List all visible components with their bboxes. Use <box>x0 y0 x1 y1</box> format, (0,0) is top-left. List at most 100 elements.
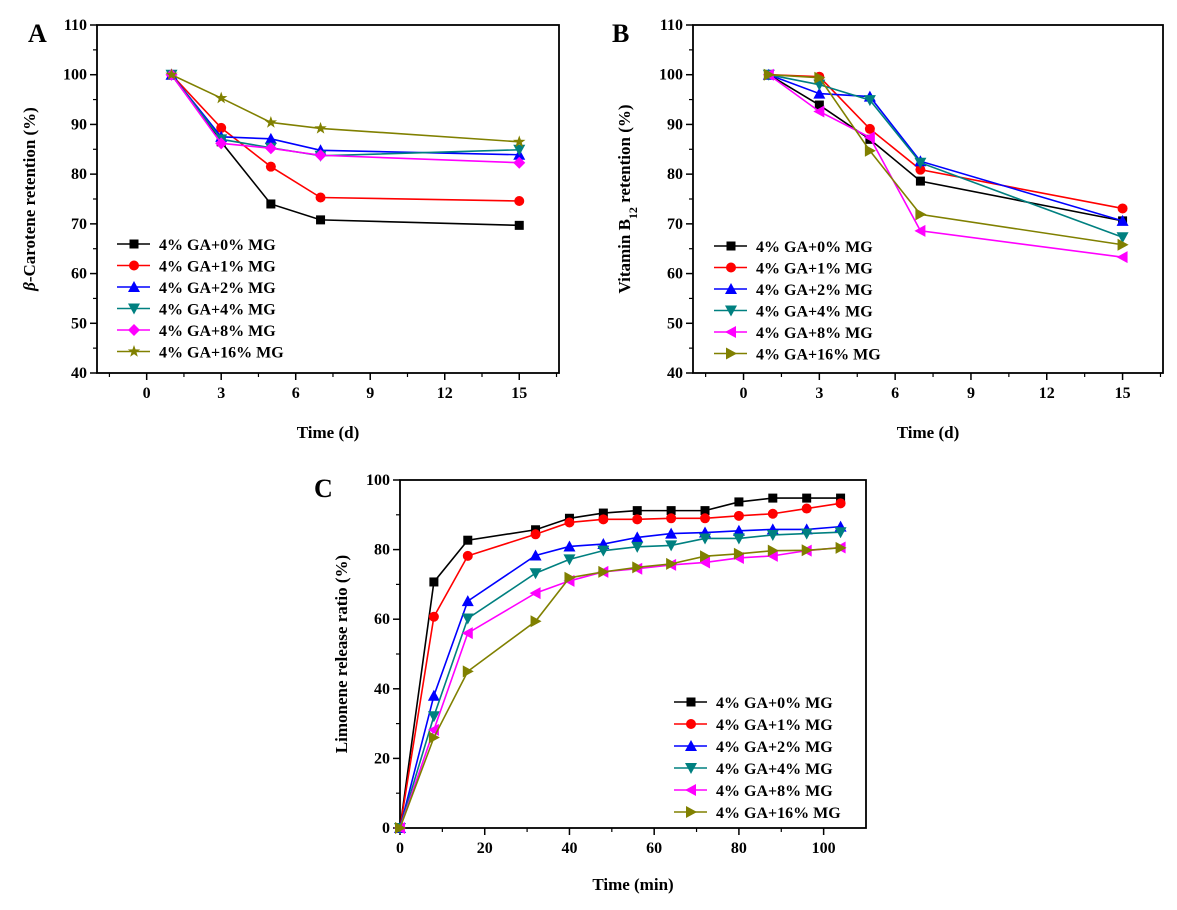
data-point <box>767 544 779 557</box>
data-point <box>732 524 745 536</box>
data-point <box>632 506 642 516</box>
x-tick-label: 6 <box>891 385 899 402</box>
data-point <box>632 561 644 574</box>
x-axis-label: Time (d) <box>297 423 360 442</box>
y-tick-label: 90 <box>71 116 87 133</box>
y-axis-label-part: retention (%) <box>615 104 634 207</box>
y-tick-label: 110 <box>64 17 87 34</box>
x-tick-label: 20 <box>477 840 493 857</box>
legend-marker <box>128 281 140 292</box>
x-axis-label: Time (d) <box>897 423 960 442</box>
x-tick-label: 12 <box>1039 385 1055 402</box>
series-0: 4% GA+0% MG <box>395 493 846 833</box>
data-point <box>395 822 406 834</box>
series-4: 4% GA+8% MG <box>117 68 526 340</box>
data-point <box>598 508 608 518</box>
legend-label: 4% GA+0% MG <box>716 695 833 712</box>
y-tick-label: 110 <box>660 17 683 34</box>
plot-frame <box>692 24 1164 374</box>
plot-frame <box>96 24 560 374</box>
legend-marker <box>725 326 736 338</box>
data-point <box>461 613 474 625</box>
data-point <box>864 123 875 134</box>
legend-marker <box>128 324 140 336</box>
data-point <box>165 68 178 80</box>
y-tick-label: 40 <box>71 365 87 382</box>
data-point <box>1116 214 1129 226</box>
legend-marker <box>725 283 737 294</box>
series-1: 4% GA+1% MG <box>117 69 525 276</box>
y-axis-label-part: Limonene release ratio (%) <box>332 555 351 753</box>
legend-marker <box>127 345 141 357</box>
data-point <box>264 142 277 155</box>
legend-label: 4% GA+16% MG <box>159 345 284 362</box>
panel-b: B 40 50 60 70 80 90 100 110 0 3 6 9 12 15 Time (d) Vitam… <box>612 17 1164 442</box>
data-point <box>1116 251 1128 264</box>
data-point <box>514 220 524 230</box>
data-point <box>699 556 711 569</box>
legend-label: 4% GA+1% MG <box>716 717 833 734</box>
legend-label: 4% GA+4% MG <box>716 761 833 778</box>
data-point <box>834 527 847 539</box>
y-axis-label: Vitamin B12 retention (%) <box>615 104 640 293</box>
series-line <box>170 74 520 164</box>
y-tick-label: 40 <box>374 681 390 698</box>
y-tick-label: 0 <box>382 820 390 837</box>
x-tick-label: 12 <box>437 385 453 402</box>
data-point <box>428 731 440 744</box>
data-point <box>700 513 711 524</box>
y-axis-label: β-Carotene retention (%) <box>20 107 39 292</box>
data-point <box>1116 232 1129 244</box>
data-point <box>631 531 644 543</box>
x-tick-label: 15 <box>511 385 527 402</box>
panel-label: A <box>28 19 47 48</box>
series-0: 4% GA+0% MG <box>117 70 524 254</box>
y-axis-label-part: 12 <box>626 207 640 219</box>
x-tick-label: 100 <box>812 840 836 857</box>
legend-marker <box>726 241 736 251</box>
x-tick-label: 60 <box>646 840 662 857</box>
data-point <box>767 508 778 519</box>
data-point <box>768 493 778 503</box>
data-point <box>462 550 473 561</box>
legend-marker <box>726 347 737 360</box>
data-point <box>863 131 875 144</box>
data-point <box>814 100 824 110</box>
data-point <box>264 132 277 144</box>
series-4: 4% GA+8% MG <box>714 68 1128 342</box>
data-point <box>216 122 227 133</box>
legend-label: 4% GA+8% MG <box>159 323 276 340</box>
data-point <box>597 545 610 557</box>
legend-marker <box>685 784 696 796</box>
data-point <box>564 517 575 528</box>
data-point <box>914 224 926 237</box>
x-tick-label: 9 <box>967 385 975 402</box>
legend-marker <box>685 763 697 774</box>
series-5: 4% GA+16% MG <box>714 68 1129 364</box>
x-tick-label: 9 <box>366 385 374 402</box>
x-tick-label: 6 <box>292 385 300 402</box>
x-tick-label: 3 <box>815 385 823 402</box>
data-point <box>801 544 813 557</box>
data-point <box>564 571 576 584</box>
data-point <box>632 514 643 525</box>
data-point <box>766 529 779 541</box>
legend-label: 4% GA+4% MG <box>756 304 873 321</box>
data-point <box>836 493 846 503</box>
y-tick-label: 100 <box>63 67 87 84</box>
data-point <box>314 149 327 162</box>
panel-a: A 40 50 60 70 80 90 100 110 0 3 6 9 12 15 Time (d) β-Car… <box>20 17 560 442</box>
data-point <box>429 577 439 587</box>
legend-marker <box>686 697 696 707</box>
data-point <box>215 137 228 150</box>
x-tick-label: 15 <box>1115 385 1131 402</box>
data-point <box>266 199 276 209</box>
legend-marker <box>726 262 736 273</box>
data-point <box>316 215 326 225</box>
data-point <box>666 557 678 570</box>
data-point <box>265 161 276 172</box>
data-point <box>463 535 473 545</box>
series-1: 4% GA+1% MG <box>395 498 846 833</box>
y-tick-label: 40 <box>667 365 683 382</box>
data-point <box>914 157 927 169</box>
